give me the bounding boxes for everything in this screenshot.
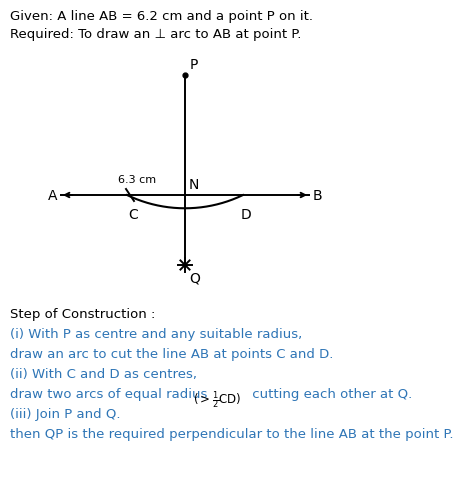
Text: B: B	[313, 189, 322, 203]
Text: P: P	[190, 58, 198, 72]
Text: draw two arcs of equal radius: draw two arcs of equal radius	[10, 388, 212, 401]
Text: (i) With P as centre and any suitable radius,: (i) With P as centre and any suitable ra…	[10, 328, 302, 341]
Text: draw an arc to cut the line AB at points C and D.: draw an arc to cut the line AB at points…	[10, 348, 333, 361]
Text: N: N	[189, 178, 199, 192]
Text: (ii) With C and D as centres,: (ii) With C and D as centres,	[10, 368, 197, 381]
Text: Required: To draw an ⊥ arc to AB at point P.: Required: To draw an ⊥ arc to AB at poin…	[10, 28, 301, 41]
Text: cutting each other at Q.: cutting each other at Q.	[248, 388, 412, 401]
Text: D: D	[241, 208, 252, 222]
Text: 6.3 cm: 6.3 cm	[118, 175, 157, 185]
Text: Step of Construction :: Step of Construction :	[10, 308, 156, 321]
Text: C: C	[128, 208, 138, 222]
Text: Given: A line AB = 6.2 cm and a point P on it.: Given: A line AB = 6.2 cm and a point P …	[10, 10, 313, 23]
Text: then QP is the required perpendicular to the line AB at the point P.: then QP is the required perpendicular to…	[10, 428, 454, 441]
Text: A: A	[47, 189, 57, 203]
Text: Q: Q	[189, 271, 200, 285]
Text: $(>\frac{1}{2}$CD$)$: $(>\frac{1}{2}$CD$)$	[193, 389, 242, 410]
Text: (iii) Join P and Q.: (iii) Join P and Q.	[10, 408, 120, 421]
